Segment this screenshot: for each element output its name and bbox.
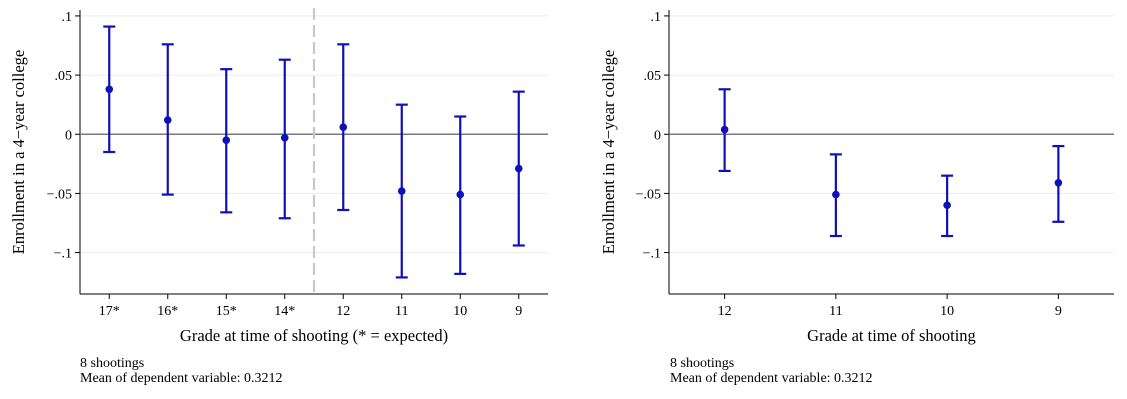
left-y-tick-label: .05 bbox=[55, 69, 73, 84]
right-y-tick-label: −.05 bbox=[636, 187, 661, 202]
left-y-tick-label: −.1 bbox=[54, 247, 72, 262]
right-x-axis-title: Grade at time of shooting bbox=[807, 326, 976, 345]
right-point bbox=[943, 201, 951, 210]
left-x-tick-label: 9 bbox=[515, 304, 522, 319]
left-notes: 8 shootings Mean of dependent variable: … bbox=[80, 356, 283, 386]
left-y-tick-label: −.05 bbox=[47, 187, 72, 202]
right-y-tick-label: 0 bbox=[654, 128, 661, 143]
right-note-shootings: 8 shootings bbox=[670, 356, 735, 371]
left-x-tick-label: 15* bbox=[216, 304, 237, 319]
left-x-tick-label: 12 bbox=[336, 304, 350, 319]
right-point bbox=[832, 190, 840, 199]
right-y-tick-label: −.1 bbox=[643, 247, 661, 262]
right-x-tick-label: 9 bbox=[1055, 304, 1062, 319]
left-y-tick-label: 0 bbox=[65, 128, 72, 143]
left-point bbox=[397, 187, 406, 195]
right-point bbox=[1054, 178, 1063, 187]
left-x-tick-label: 16* bbox=[157, 304, 178, 319]
right-x-tick-label: 12 bbox=[718, 304, 732, 319]
right-notes: 8 shootings Mean of dependent variable: … bbox=[670, 356, 873, 386]
left-x-axis-title: Grade at time of shooting (* = expected) bbox=[180, 326, 448, 345]
left-point bbox=[514, 164, 523, 173]
left-point bbox=[339, 123, 348, 131]
left-point bbox=[280, 134, 289, 142]
right-y-tick-label: .05 bbox=[644, 69, 662, 84]
left-point bbox=[163, 116, 172, 124]
right-note-mean: Mean of dependent variable: 0.3212 bbox=[670, 371, 873, 386]
left-note-shootings: 8 shootings bbox=[80, 356, 145, 371]
left-note-mean: Mean of dependent variable: 0.3212 bbox=[80, 371, 283, 386]
left-x-tick-label: 10 bbox=[453, 304, 467, 319]
left-x-tick-label: 17* bbox=[99, 304, 120, 319]
left-x-tick-label: 14* bbox=[274, 304, 295, 319]
right-y-axis-title: Enrollment in a 4−year college bbox=[599, 50, 618, 254]
right-y-tick-label: .1 bbox=[651, 10, 662, 25]
right-point bbox=[720, 125, 729, 134]
left-point bbox=[456, 190, 465, 199]
left-y-axis-title: Enrollment in a 4−year college bbox=[9, 50, 28, 254]
left-point bbox=[222, 136, 231, 144]
left-point bbox=[105, 85, 114, 94]
right-x-tick-label: 11 bbox=[829, 304, 842, 319]
right-x-tick-label: 10 bbox=[940, 304, 954, 319]
left-y-tick-label: .1 bbox=[62, 10, 73, 25]
left-x-tick-label: 11 bbox=[395, 304, 408, 319]
